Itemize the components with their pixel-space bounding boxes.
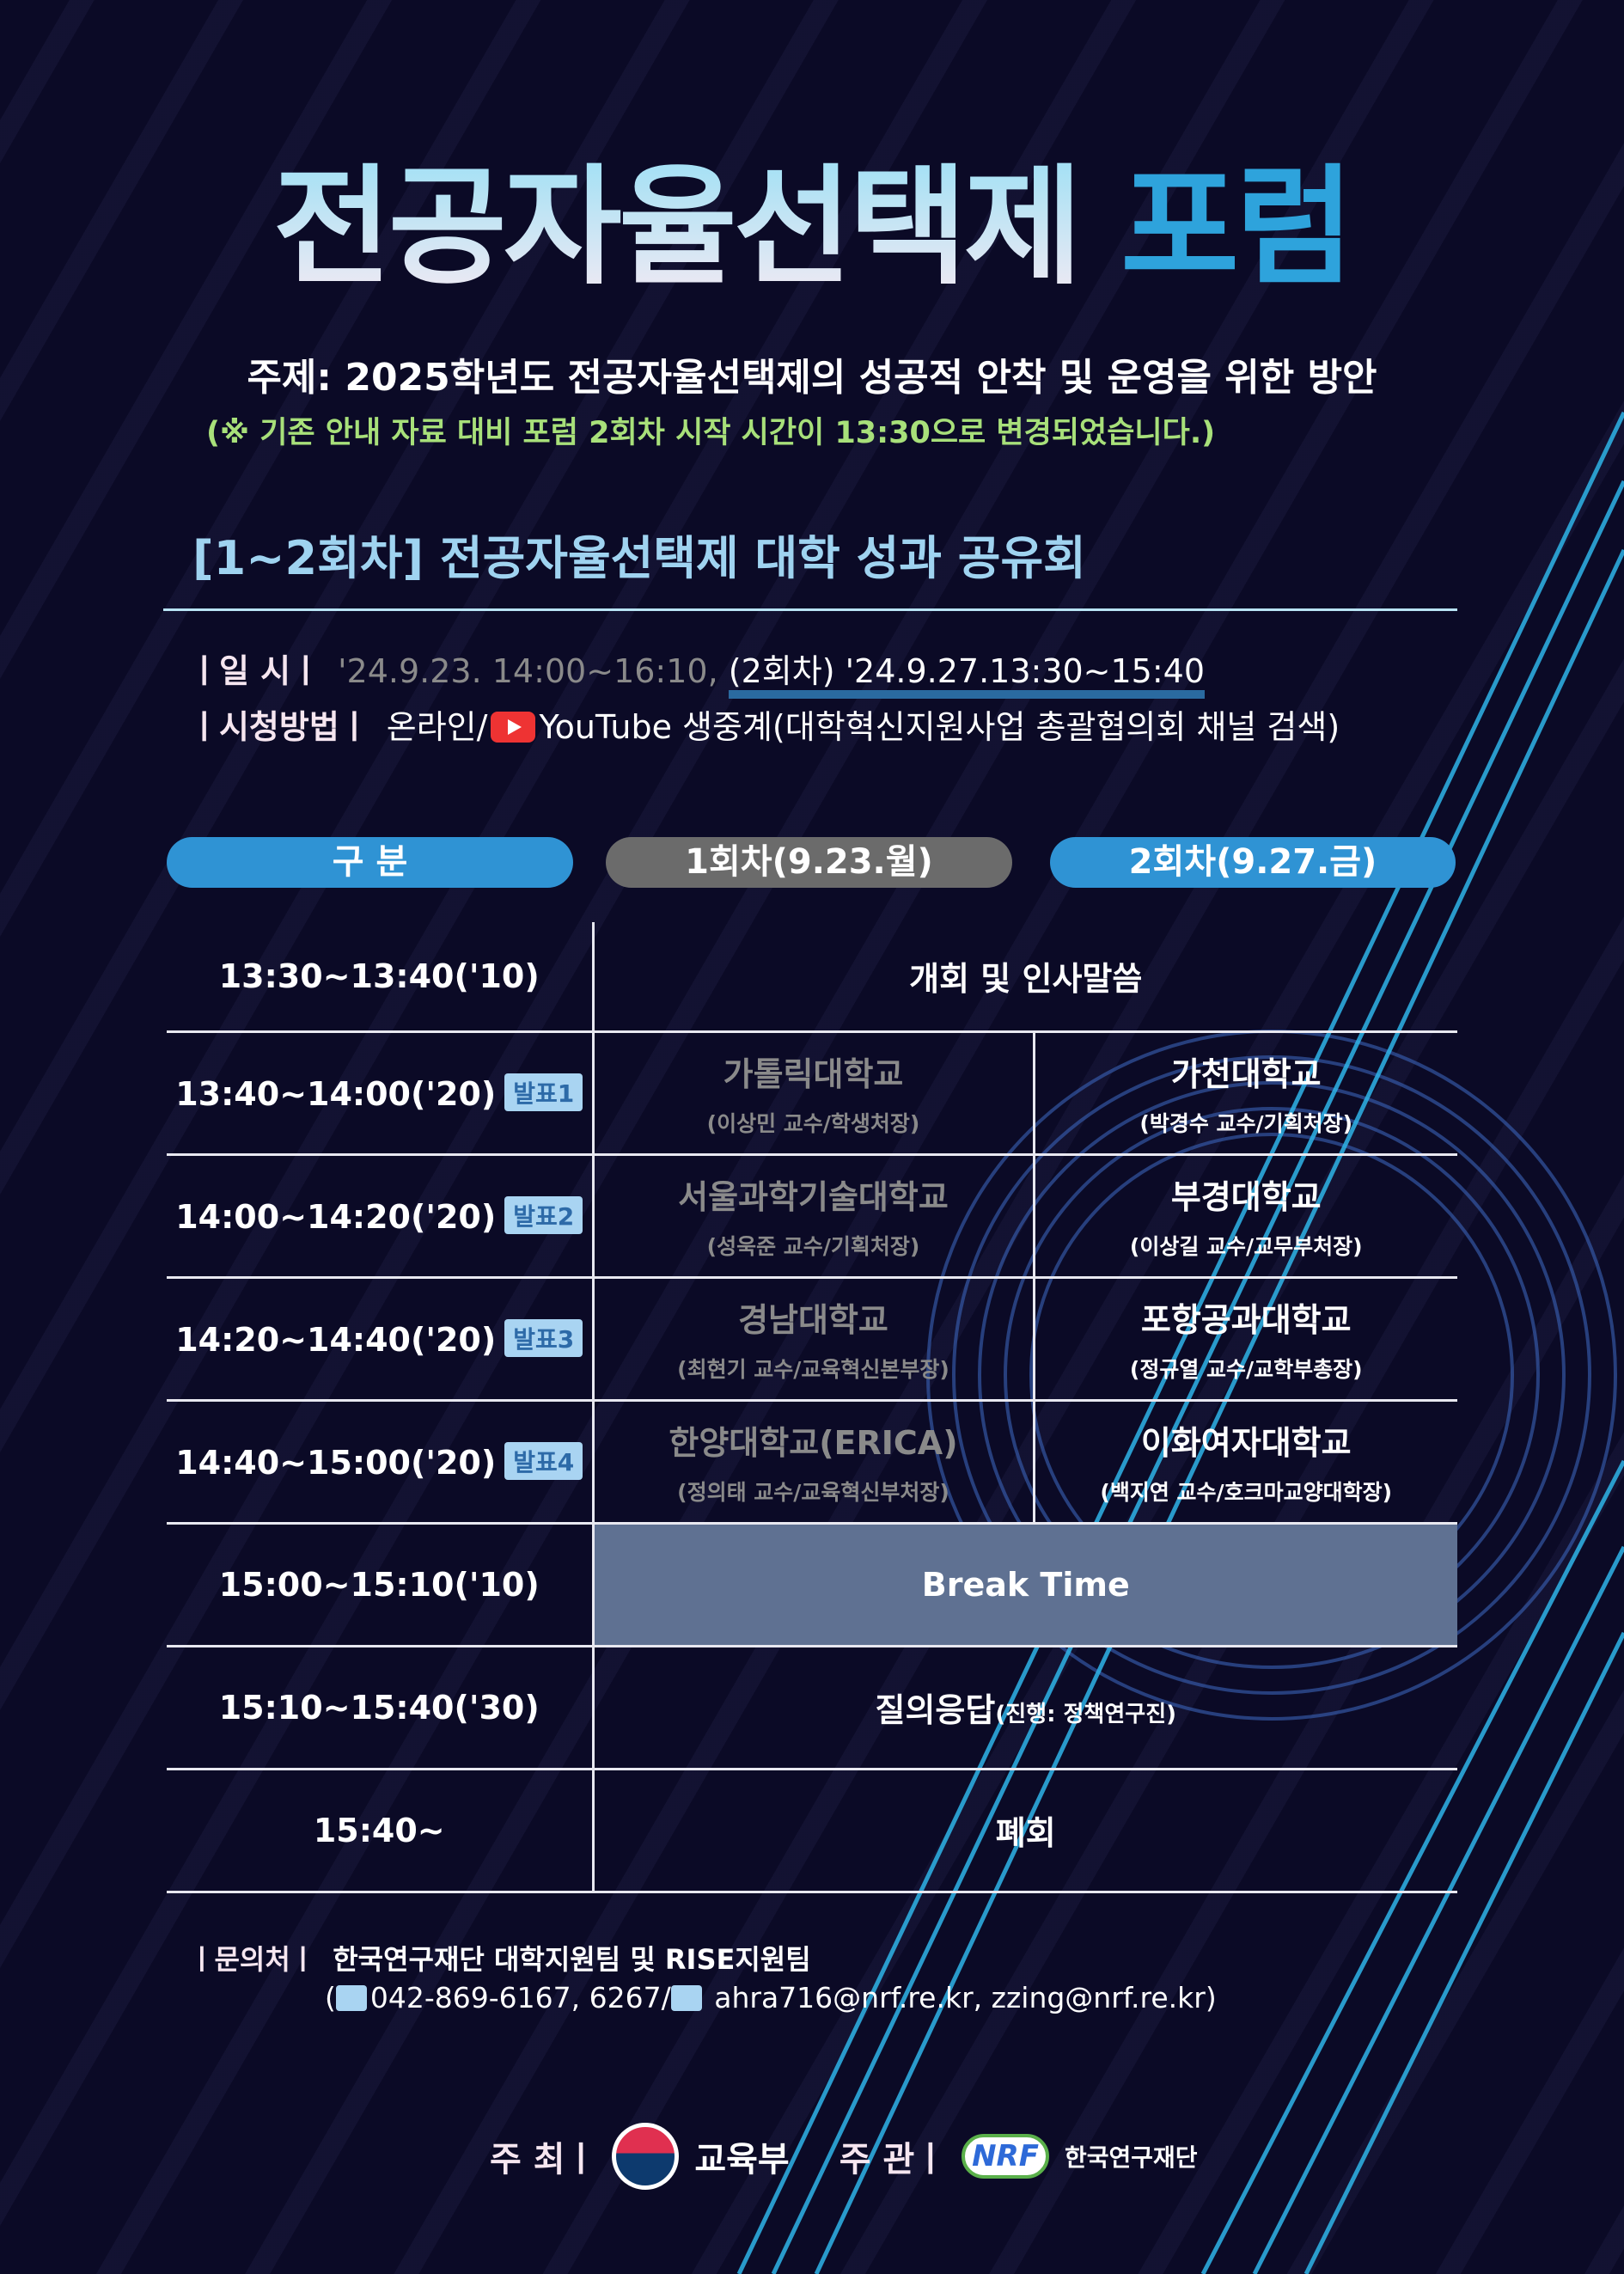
moe-emblem-icon [612, 2123, 680, 2190]
presentation-badge: 발표4 [504, 1441, 583, 1480]
table-row: 14:20~14:40('20) 발표3 경남대학교 (최현기 교수/교육혁신본부장… [167, 1277, 1457, 1402]
break-time: Break Time [593, 1523, 1457, 1647]
email-icon [670, 1985, 702, 2011]
schedule-line: ㅣ일 시ㅣ '24.9.23. 14:00~16:10, (2회차) '24.9.… [189, 645, 1206, 699]
header-category: 구 분 [167, 837, 573, 888]
presentation-badge: 발표2 [504, 1195, 583, 1234]
time-change-notice: (※ 기존 안내 자료 대비 포럼 2회차 시작 시간이 13:30으로 변경되… [206, 416, 1216, 450]
youtube-icon [491, 712, 536, 743]
contact-details: (042-869-6167, 6267/ ahra716@nrf.re.kr, … [325, 1981, 1217, 2014]
presentation-badge: 발표3 [504, 1318, 583, 1357]
phone-icon [335, 1985, 367, 2011]
header-session1: 1회차(9.23.월) [606, 837, 1012, 888]
table-row: 13:40~14:00('20) 발표1 가톨릭대학교 (이상민 교수/학생처장) … [167, 1031, 1457, 1156]
program-table: 13:30~13:40('10) 개회 및 인사말씀 13:40~14:00('2… [167, 922, 1457, 1893]
nrf-logo: NRF [962, 2134, 1049, 2179]
presentation-badge: 발표1 [504, 1073, 583, 1111]
section-heading: [1~2회차] 전공자율선택제 대학 성과 공유회 [192, 531, 1086, 585]
contact-org: ㅣ문의처ㅣ 한국연구재단 대학지원팀 및 RISE지원팀 [189, 1943, 811, 1976]
poster-title: 전공자율선택제 포럼 [272, 153, 1354, 303]
topic: 주제: 2025학년도 전공자율선택제의 성공적 안착 및 운영을 위한 방안 [247, 356, 1377, 400]
divider [163, 608, 1457, 611]
table-row: 15:40~ 폐회 [167, 1769, 1457, 1893]
table-row: 15:10~15:40('30) 질의응답(진행: 정책연구진) [167, 1646, 1457, 1770]
table-row: 13:30~13:40('10) 개회 및 인사말씀 [167, 922, 1457, 1033]
viewing-line: ㅣ시청방법ㅣ 온라인/YouTube 생중계(대학혁신지원사업 총괄협의회 채널 … [189, 708, 1340, 746]
table-row: 14:40~15:00('20) 발표4 한양대학교(ERICA) (정의태 교수/… [167, 1400, 1457, 1525]
table-row: 15:00~15:10('10) Break Time [167, 1523, 1457, 1647]
footer-sponsors: 주 최ㅣ 교육부 주 관ㅣ NRF 한국연구재단 [490, 2123, 1198, 2190]
header-session2: 2회차(9.27.금) [1050, 837, 1456, 888]
table-row: 14:00~14:20('20) 발표2 서울과학기술대학교 (성욱준 교수/기획처… [167, 1154, 1457, 1279]
